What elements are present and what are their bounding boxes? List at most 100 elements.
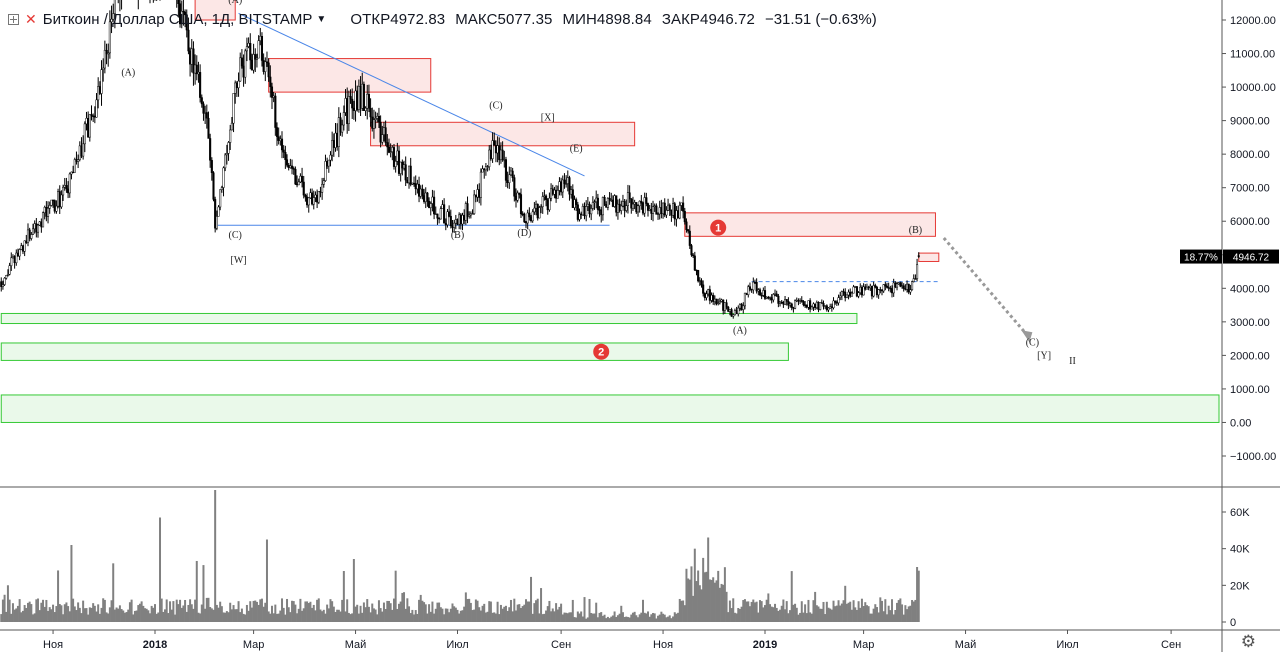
candle-body — [732, 314, 735, 317]
candle-body — [630, 198, 633, 209]
volume-bar — [127, 609, 130, 622]
candle-body — [469, 213, 472, 216]
volume-bar — [874, 604, 877, 622]
volume-bar — [891, 599, 894, 622]
volume-bar — [889, 610, 892, 622]
volume-bar — [314, 610, 317, 622]
candle-body — [73, 159, 76, 173]
candle-body — [306, 196, 309, 206]
chevron-down-icon[interactable]: ▼ — [316, 13, 327, 25]
add-symbol-icon[interactable] — [8, 13, 19, 25]
volume-bar — [120, 609, 123, 622]
wave-label: (E) — [570, 143, 583, 154]
volume-bar — [912, 601, 915, 622]
volume-bar — [299, 598, 302, 622]
candle-body — [5, 275, 8, 279]
volume-bar — [775, 607, 778, 622]
volume-bar — [795, 607, 798, 622]
candle-body — [799, 299, 802, 302]
candle-body — [509, 170, 513, 176]
volume-bar — [825, 601, 828, 622]
candle-body — [453, 222, 456, 228]
candle-body — [319, 191, 322, 193]
volume-bar — [461, 610, 464, 622]
volume-bar — [752, 599, 755, 622]
volume-bar — [274, 604, 277, 622]
candle-body — [705, 293, 708, 298]
candle-body — [321, 184, 324, 193]
candle-body — [812, 303, 815, 308]
volume-bar — [792, 604, 795, 622]
volume-bar — [593, 613, 596, 622]
candle-body — [289, 165, 292, 168]
volume-bar — [80, 613, 83, 622]
candle-body — [98, 86, 101, 94]
candle-body — [240, 57, 243, 67]
volume-bar — [882, 611, 885, 622]
volume-bar — [356, 604, 359, 622]
candle-body — [680, 202, 683, 206]
candle-body — [610, 199, 613, 202]
candle-body — [887, 287, 890, 289]
volume-bar — [5, 611, 8, 622]
volume-bar — [391, 609, 394, 622]
volume-bar — [85, 608, 88, 622]
candle-body — [103, 49, 106, 69]
wave-label: II — [1069, 356, 1076, 367]
volume-bar — [319, 609, 322, 622]
candle-body — [571, 189, 574, 208]
volume-bar — [113, 609, 116, 622]
volume-bar — [0, 614, 3, 622]
volume-bar — [229, 602, 232, 622]
volume-bar — [705, 571, 708, 622]
candle-body — [917, 255, 920, 257]
candle-body — [748, 286, 752, 290]
volume-bar — [379, 608, 382, 622]
candle-body — [294, 168, 297, 185]
candle-body — [474, 194, 477, 198]
volume-bar — [473, 609, 476, 622]
volume-bar — [137, 605, 140, 622]
candle-body — [735, 310, 738, 315]
volume-bar — [765, 599, 768, 622]
volume-bar — [799, 612, 802, 622]
candle-body — [3, 277, 6, 285]
volume-bar — [653, 613, 656, 622]
wave-label: [X] — [541, 113, 555, 124]
volume-bar — [207, 597, 210, 622]
candle-body — [815, 302, 818, 308]
candle-body — [785, 299, 788, 302]
volume-bar — [20, 612, 23, 622]
candle-body — [270, 86, 274, 98]
volume-bar — [15, 608, 18, 622]
candle-body — [792, 307, 795, 309]
volume-bar — [635, 615, 638, 622]
symbol-title[interactable]: Биткоин / Доллар США, 1Д, BITSTAMP — [42, 10, 313, 28]
candle-body — [615, 195, 618, 213]
volume-bar — [159, 517, 162, 622]
candle-body — [26, 229, 30, 244]
settings-gear-icon[interactable]: ⚙ — [1240, 632, 1256, 651]
volume-bar — [459, 610, 462, 622]
candle-body — [424, 192, 427, 202]
volume-bar — [870, 613, 873, 622]
time-tick-label: Ноя — [653, 639, 673, 651]
volume-bar — [690, 566, 693, 622]
volume-bar — [419, 594, 422, 622]
volume-bar — [329, 599, 332, 622]
volume-bar — [743, 599, 746, 622]
volume-bar — [740, 606, 743, 622]
candle-body — [857, 292, 860, 297]
candle-body — [601, 196, 604, 216]
volume-bar — [453, 606, 456, 622]
candle-body — [314, 194, 317, 198]
volume-bar — [844, 585, 847, 622]
candle-body — [782, 302, 785, 305]
volume-bar — [45, 599, 48, 622]
candle-body — [598, 209, 601, 211]
candle-body — [454, 219, 457, 224]
candle-body — [794, 300, 797, 309]
volume-bar — [257, 604, 260, 622]
candle-body — [566, 177, 569, 184]
candle-body — [458, 214, 461, 225]
